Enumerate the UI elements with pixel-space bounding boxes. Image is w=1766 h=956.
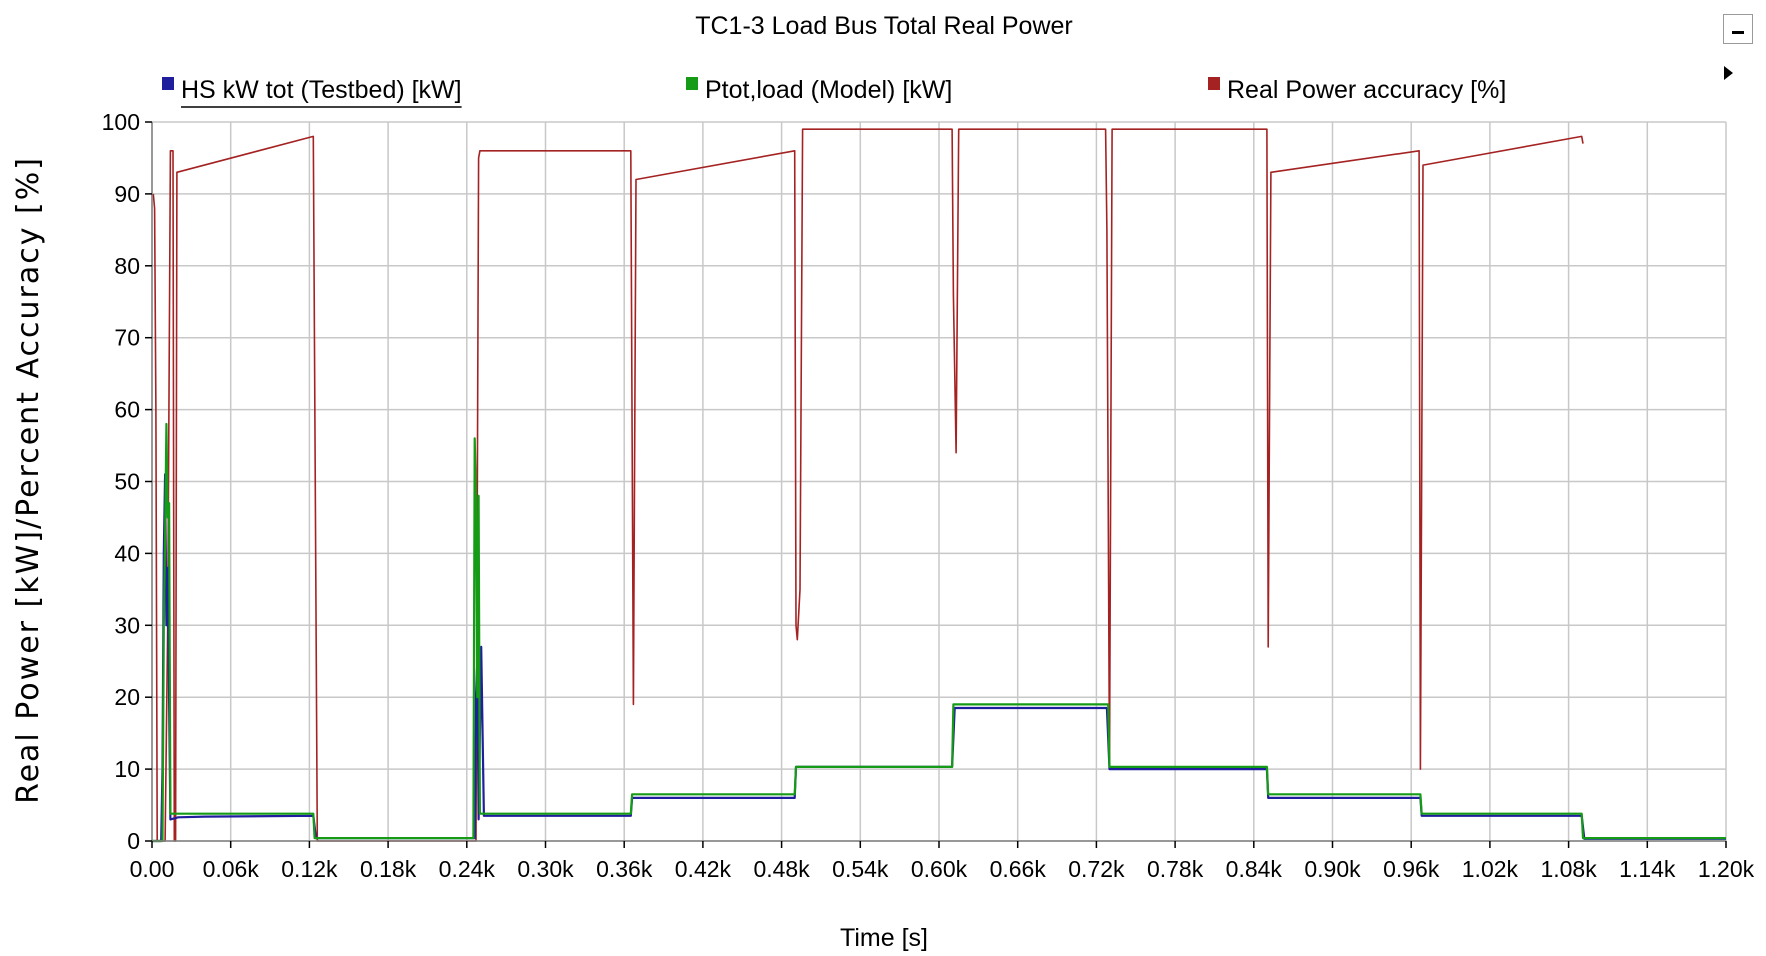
minimize-button[interactable] [1723,14,1753,44]
x-tick-label-11: 0.66k [990,856,1047,882]
x-tick-label-2: 0.12k [281,856,338,882]
x-tick-label-4: 0.24k [439,856,496,882]
x-tick-label-8: 0.48k [753,856,810,882]
x-tick-label-14: 0.84k [1226,856,1283,882]
grid [151,121,1727,842]
y-tick-label-1: 10 [114,756,140,782]
expand-arrow-icon[interactable] [1724,66,1733,80]
x-axis-ticks: 0.00 0.06k 0.12k 0.18k 0.24k 0.30k 0.36k 0.42k 0… [130,841,1755,882]
legend: HS kW tot (Testbed) [kW] Ptot,load (Model… [162,76,1506,108]
x-tick-label-6: 0.36k [596,856,653,882]
x-tick-label-9: 0.54k [832,856,889,882]
series-layer [152,128,1726,843]
x-tick-label-17: 1.02k [1462,856,1519,882]
x-tick-label-16: 0.96k [1383,856,1440,882]
y-tick-label-7: 70 [114,325,140,351]
x-tick-label-13: 0.78k [1147,856,1204,882]
chart-title: TC1-3 Load Bus Total Real Power [695,12,1073,40]
x-tick-label-10: 0.60k [911,856,968,882]
x-tick-label-19: 1.14k [1619,856,1676,882]
legend-label-2: Real Power accuracy [%] [1227,76,1506,104]
y-tick-label-6: 60 [114,397,140,423]
legend-swatch-2 [1208,77,1220,90]
legend-label-1: Ptot,load (Model) [kW] [705,76,952,104]
legend-swatch-1 [686,77,698,90]
x-tick-label-18: 1.08k [1540,856,1597,882]
y-tick-label-5: 50 [114,469,140,495]
y-axis-label: Real Power [kW]/Percent Accuracy [%] [11,156,46,804]
y-tick-label-3: 30 [114,612,140,638]
y-axis-ticks: 0 10 20 30 40 50 60 70 80 90 100 [102,109,152,854]
y-tick-label-10: 100 [102,109,140,135]
x-tick-label-15: 0.90k [1304,856,1361,882]
series-line-2 [152,128,1584,842]
x-tick-label-12: 0.72k [1068,856,1125,882]
x-axis-label: Time [s] [840,924,928,952]
legend-label-0: HS kW tot (Testbed) [kW] [181,76,462,104]
legend-swatch-0 [162,77,174,90]
x-tick-label-1: 0.06k [203,856,260,882]
x-tick-label-0: 0.00 [130,856,175,882]
x-tick-label-3: 0.18k [360,856,417,882]
series-line-1 [152,422,1726,843]
y-tick-label-8: 80 [114,253,140,279]
minimize-icon [1732,31,1744,34]
y-tick-label-0: 0 [127,828,140,854]
y-tick-label-2: 20 [114,684,140,710]
x-tick-label-7: 0.42k [675,856,732,882]
x-tick-label-20: 1.20k [1698,856,1755,882]
y-tick-label-4: 40 [114,540,140,566]
x-tick-label-5: 0.30k [517,856,574,882]
y-tick-label-9: 90 [114,181,140,207]
